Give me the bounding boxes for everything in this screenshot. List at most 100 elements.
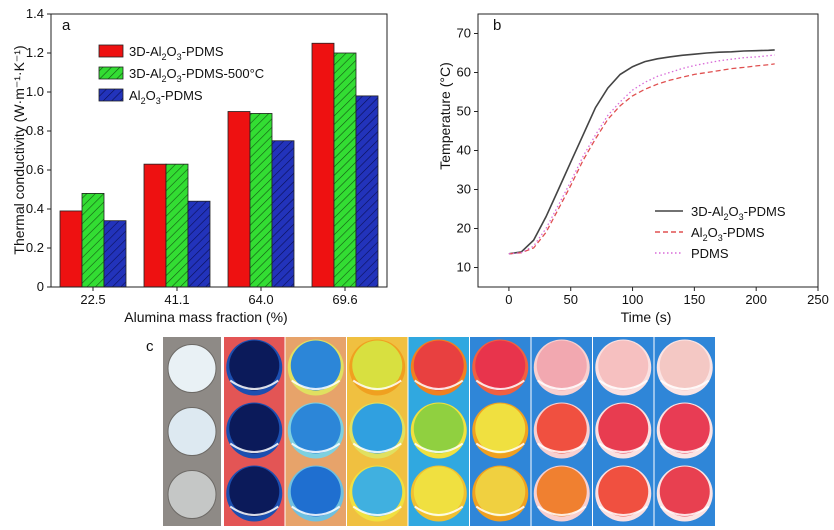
thermal-disk-1-3D-Al2O3-PDMS bbox=[229, 340, 280, 391]
thermal-disk-6-Al2O3-PDMS bbox=[536, 403, 587, 454]
bar-Al2O3-PDMS-41.1 bbox=[187, 200, 211, 288]
thermal-disk-3-3D-Al2O3-PDMS bbox=[352, 340, 403, 391]
thermal-disk-5-PDMS bbox=[475, 466, 526, 517]
thermal-highlight-4-PDMS bbox=[414, 505, 464, 516]
thermal-highlight-4-Al2O3-PDMS bbox=[414, 442, 464, 453]
bar-Al2O3-PDMS-22.5 bbox=[103, 220, 127, 288]
thermal-highlight-8-PDMS bbox=[660, 505, 710, 516]
thermal-disk-4-PDMS bbox=[413, 466, 464, 517]
y-tick-label-40: 40 bbox=[457, 143, 471, 158]
x-tick-label-0: 0 bbox=[505, 292, 512, 307]
panel-a-bar-chart: a 22.5 41.1 64.0 69.6 0 0.2 0.4 0.6 0.8 1.0 1.2 1.4… bbox=[11, 6, 388, 325]
thermal-disk-8-PDMS bbox=[659, 466, 710, 517]
y-tick-label-50: 50 bbox=[457, 104, 471, 119]
x-tick-label-200: 200 bbox=[745, 292, 767, 307]
y-tick-label-0.2: 0.2 bbox=[26, 240, 44, 255]
sample-photo-Al2O3-PDMS bbox=[167, 407, 217, 456]
bar-3D-Al2O3-PDMS-500°C-22.5 bbox=[81, 192, 105, 288]
legend-label-3D-Al2O3-PDMS: 3D-Al2O3-PDMS bbox=[129, 44, 224, 62]
x-tick-label-41.1: 41.1 bbox=[164, 292, 189, 307]
y-tick-label-30: 30 bbox=[457, 182, 471, 197]
panel-a-label: a bbox=[62, 17, 71, 34]
thermal-disk-2-3D-Al2O3-PDMS bbox=[290, 340, 341, 391]
panel-b-x-axis-label: Time (s) bbox=[621, 309, 672, 325]
panel-a-y-axis-label: Thermal conductivity (W·m⁻¹·K⁻¹) bbox=[11, 45, 27, 254]
thermal-highlight-6-PDMS bbox=[537, 505, 587, 516]
legend-swatch-3D-Al2O3-PDMS-500°C bbox=[98, 66, 124, 80]
y-tick-label-60: 60 bbox=[457, 65, 471, 80]
thermal-disk-8-3D-Al2O3-PDMS bbox=[659, 340, 710, 391]
thermal-disk-3-Al2O3-PDMS bbox=[352, 403, 403, 454]
x-tick-label-22.5: 22.5 bbox=[80, 292, 105, 307]
thermal-disk-4-Al2O3-PDMS bbox=[413, 403, 464, 454]
y-tick-label-1.4: 1.4 bbox=[26, 6, 44, 21]
thermal-highlight-5-3D-Al2O3-PDMS bbox=[475, 379, 525, 390]
thermal-disk-6-PDMS bbox=[536, 466, 587, 517]
thermal-disk-8-Al2O3-PDMS bbox=[659, 403, 710, 454]
y-tick-label-1.0: 1.0 bbox=[26, 84, 44, 99]
line-3D-Al2O3-PDMS bbox=[508, 49, 775, 255]
thermal-disk-5-Al2O3-PDMS bbox=[475, 403, 526, 454]
thermal-highlight-3-PDMS bbox=[352, 505, 402, 516]
thermal-highlight-2-PDMS bbox=[291, 505, 341, 516]
x-tick-label-64.0: 64.0 bbox=[248, 292, 273, 307]
panel-b-label: b bbox=[493, 17, 501, 34]
thermal-disk-2-PDMS bbox=[290, 466, 341, 517]
thermal-highlight-1-3D-Al2O3-PDMS bbox=[229, 379, 279, 390]
thermal-highlight-6-3D-Al2O3-PDMS bbox=[537, 379, 587, 390]
panel-c-thermal-images: c bbox=[146, 337, 715, 526]
bar-3D-Al2O3-PDMS-64.0 bbox=[227, 111, 251, 288]
panel-a-frame bbox=[50, 13, 388, 288]
bar-Al2O3-PDMS-69.6 bbox=[355, 95, 379, 288]
x-tick-label-250: 250 bbox=[807, 292, 829, 307]
legend-label-3D-Al2O3-PDMS: 3D-Al2O3-PDMS bbox=[691, 204, 786, 222]
thermal-highlight-2-3D-Al2O3-PDMS bbox=[291, 379, 341, 390]
thermal-highlight-8-Al2O3-PDMS bbox=[660, 442, 710, 453]
bar-3D-Al2O3-PDMS-500°C-64.0 bbox=[249, 113, 273, 288]
thermal-disk-6-3D-Al2O3-PDMS bbox=[536, 340, 587, 391]
thermal-disk-2-Al2O3-PDMS bbox=[290, 403, 341, 454]
thermal-highlight-6-Al2O3-PDMS bbox=[537, 442, 587, 453]
legend-swatch-Al2O3-PDMS bbox=[98, 88, 124, 102]
thermal-disk-4-3D-Al2O3-PDMS bbox=[413, 340, 464, 391]
thermal-highlight-7-Al2O3-PDMS bbox=[598, 442, 648, 453]
thermal-highlight-3-3D-Al2O3-PDMS bbox=[352, 379, 402, 390]
thermal-highlight-7-3D-Al2O3-PDMS bbox=[598, 379, 648, 390]
thermal-highlight-4-3D-Al2O3-PDMS bbox=[414, 379, 464, 390]
bar-3D-Al2O3-PDMS-500°C-69.6 bbox=[333, 52, 357, 288]
y-tick-label-70: 70 bbox=[457, 26, 471, 41]
bar-3D-Al2O3-PDMS-22.5 bbox=[59, 210, 83, 288]
y-tick-label-1.2: 1.2 bbox=[26, 45, 44, 60]
y-tick-label-0.4: 0.4 bbox=[26, 201, 44, 216]
x-tick-label-100: 100 bbox=[622, 292, 644, 307]
sample-photo-PDMS bbox=[167, 470, 217, 519]
sample-photo-3D-Al2O3-PDMS bbox=[167, 344, 217, 393]
thermal-highlight-5-Al2O3-PDMS bbox=[475, 442, 525, 453]
bar-Al2O3-PDMS-64.0 bbox=[271, 140, 295, 288]
thermal-highlight-1-Al2O3-PDMS bbox=[229, 442, 279, 453]
legend-swatch-3D-Al2O3-PDMS bbox=[98, 44, 124, 58]
panel-b-y-axis-label: Temperature (°C) bbox=[437, 62, 453, 170]
thermal-disk-1-Al2O3-PDMS bbox=[229, 403, 280, 454]
y-tick-label-0.6: 0.6 bbox=[26, 162, 44, 177]
thermal-highlight-7-PDMS bbox=[598, 505, 648, 516]
thermal-highlight-5-PDMS bbox=[475, 505, 525, 516]
legend-label-PDMS: PDMS bbox=[691, 246, 729, 261]
x-tick-label-150: 150 bbox=[684, 292, 706, 307]
thermal-highlight-1-PDMS bbox=[229, 505, 279, 516]
legend-label-Al2O3-PDMS: Al2O3-PDMS bbox=[129, 88, 203, 106]
line-Al2O3-PDMS bbox=[508, 63, 775, 255]
thermal-disk-7-PDMS bbox=[598, 466, 649, 517]
x-tick-label-50: 50 bbox=[563, 292, 577, 307]
x-tick-label-69.6: 69.6 bbox=[332, 292, 357, 307]
bar-3D-Al2O3-PDMS-500°C-41.1 bbox=[165, 163, 189, 288]
y-tick-label-10: 10 bbox=[457, 260, 471, 275]
thermal-highlight-2-Al2O3-PDMS bbox=[291, 442, 341, 453]
bar-3D-Al2O3-PDMS-41.1 bbox=[143, 163, 167, 288]
thermal-highlight-3-Al2O3-PDMS bbox=[352, 442, 402, 453]
thermal-disk-7-3D-Al2O3-PDMS bbox=[598, 340, 649, 391]
panel-a-x-axis-label: Alumina mass fraction (%) bbox=[124, 309, 287, 325]
thermal-disk-7-Al2O3-PDMS bbox=[598, 403, 649, 454]
thermal-disk-1-PDMS bbox=[229, 466, 280, 517]
